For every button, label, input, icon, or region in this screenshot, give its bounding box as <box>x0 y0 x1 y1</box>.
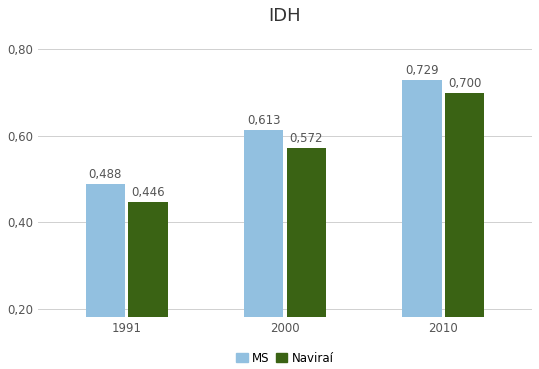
Bar <box>287 148 326 369</box>
Text: 0,488: 0,488 <box>89 168 122 181</box>
Bar <box>445 93 484 369</box>
Title: IDH: IDH <box>268 7 301 25</box>
Text: 0,572: 0,572 <box>289 132 323 145</box>
Bar <box>402 80 441 369</box>
Text: 0,729: 0,729 <box>405 64 439 77</box>
Bar <box>128 202 168 369</box>
Text: 0,700: 0,700 <box>448 76 481 90</box>
Bar <box>244 130 284 369</box>
Legend: MS, Naviraí: MS, Naviraí <box>232 348 338 369</box>
Text: 0,613: 0,613 <box>247 114 280 127</box>
Text: 0,446: 0,446 <box>132 186 165 199</box>
Bar <box>86 184 125 369</box>
